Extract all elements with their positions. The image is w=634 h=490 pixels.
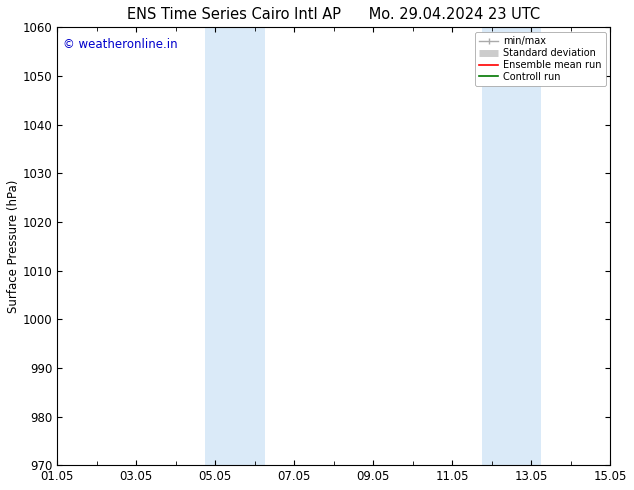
Text: © weatheronline.in: © weatheronline.in	[63, 38, 178, 51]
Title: ENS Time Series Cairo Intl AP      Mo. 29.04.2024 23 UTC: ENS Time Series Cairo Intl AP Mo. 29.04.…	[127, 7, 540, 22]
Bar	[482, 27, 541, 465]
Legend: min/max, Standard deviation, Ensemble mean run, Controll run: min/max, Standard deviation, Ensemble me…	[475, 32, 605, 86]
Bar	[205, 27, 265, 465]
Y-axis label: Surface Pressure (hPa): Surface Pressure (hPa)	[7, 179, 20, 313]
